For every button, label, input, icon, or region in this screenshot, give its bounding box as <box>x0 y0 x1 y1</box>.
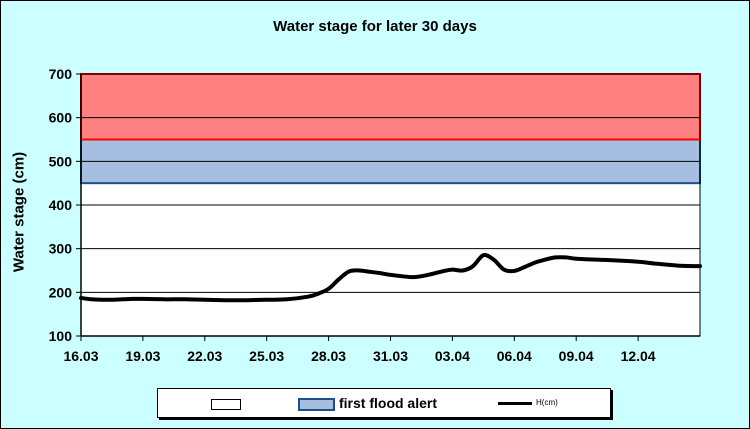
series-line-h-cm <box>79 252 702 303</box>
y-tick-label: 300 <box>49 241 73 257</box>
x-tick-label: 16.03 <box>63 348 98 364</box>
legend-line-h-cm <box>498 402 532 405</box>
x-tick-label: 12.04 <box>621 348 656 364</box>
y-tick-label: 400 <box>49 197 73 213</box>
x-tick-label: 25.03 <box>249 348 284 364</box>
x-tick-label: 31.03 <box>373 348 408 364</box>
legend-label-h-cm: H(cm) <box>536 398 558 407</box>
x-tick-label: 22.03 <box>187 348 222 364</box>
alert-band-1 <box>80 73 701 141</box>
legend-swatch-empty-band <box>211 399 241 410</box>
y-tick-label: 700 <box>49 66 73 82</box>
chart-title: Water stage for later 30 days <box>273 18 477 35</box>
legend: first flood alert H(cm) <box>157 388 611 418</box>
series-layer <box>79 252 702 303</box>
y-tick-label: 600 <box>49 110 73 126</box>
x-tick-label: 09.04 <box>559 348 594 364</box>
y-tick-label: 200 <box>49 284 73 300</box>
alert-bands <box>80 73 701 185</box>
x-tick-label: 28.03 <box>311 348 346 364</box>
x-tick-label: 03.04 <box>435 348 470 364</box>
legend-swatch-first-flood-alert <box>298 398 335 411</box>
x-tick-label: 19.03 <box>125 348 160 364</box>
y-tick-label: 100 <box>49 328 73 344</box>
legend-label-first-flood-alert: first flood alert <box>339 395 438 411</box>
y-tick-label: 500 <box>49 153 73 169</box>
tick-labels: 100 200 300 400 500 600 700 16.03 19.03 22.03 25.0… <box>49 66 656 364</box>
x-tick-label: 06.04 <box>497 348 532 364</box>
